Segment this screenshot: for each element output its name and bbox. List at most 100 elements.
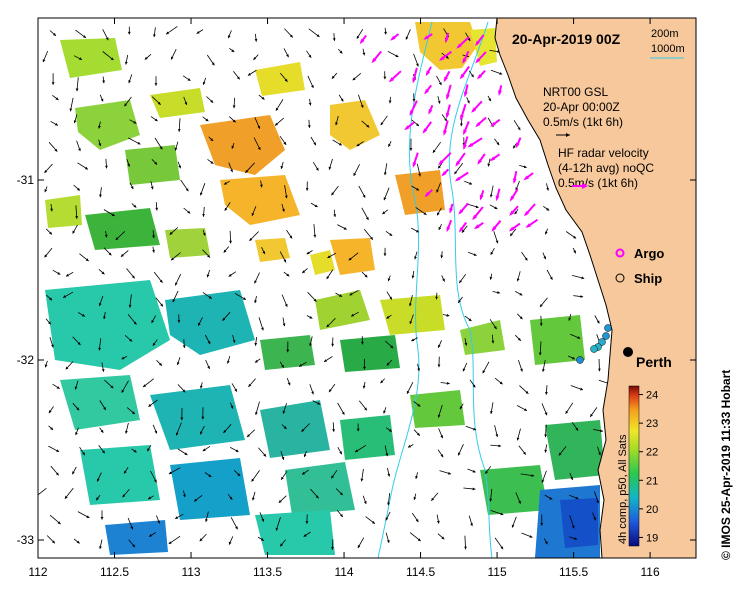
model-arrow-head (575, 427, 579, 431)
model-arrow-head (172, 299, 176, 303)
model-arrow-head (514, 211, 518, 215)
model-arrow-head (468, 318, 472, 321)
radar-arrow-head (512, 178, 517, 184)
model-arrow-head (51, 82, 55, 85)
model-arrow-head (44, 254, 48, 258)
model-arrow-head (254, 342, 258, 346)
model-arrow-head (50, 208, 53, 212)
model-arrow-head (518, 500, 521, 504)
model-arrow-head (308, 102, 312, 106)
model-arrow-head (105, 37, 109, 41)
x-tick-label: 113 (181, 565, 200, 579)
x-tick-label: 114 (334, 565, 353, 579)
radar-arrow-head (456, 43, 462, 49)
model-arrow-head (529, 535, 533, 538)
australia-land (494, 18, 696, 558)
model-arrow-head (538, 352, 542, 356)
model-arrow-head (523, 165, 527, 169)
model-arrow-head (574, 537, 578, 540)
radar-arrow-head (490, 121, 496, 127)
model-arrow-head (356, 35, 360, 39)
model-arrow-head (387, 502, 390, 506)
model-arrow-head (206, 274, 210, 278)
radar-arrow-head (438, 160, 444, 166)
radar-arrow-head (463, 144, 467, 151)
model-arrow-head (316, 34, 320, 37)
model-arrow-head (175, 432, 179, 436)
sst-patch (530, 315, 585, 365)
sst-patch (395, 170, 445, 215)
x-tick-label: 114.5 (406, 565, 435, 579)
model-arrow-head (524, 408, 527, 411)
model-arrow-head (544, 541, 548, 545)
radar-arrow-head (445, 112, 450, 119)
model-arrow-head (306, 251, 310, 255)
model-arrow-head (202, 81, 206, 85)
model-arrow-head (255, 412, 258, 415)
model-arrow-head (282, 323, 286, 327)
model-arrow-head (133, 449, 137, 453)
model-arrow-head (549, 497, 553, 500)
model-arrow-head (133, 121, 137, 124)
model-arrow-head (284, 195, 288, 199)
model-arrow-head (385, 517, 389, 521)
model-arrow-head (251, 212, 255, 216)
model-arrow-head (332, 429, 335, 432)
sst-patch (200, 115, 285, 175)
model-arrow-head (305, 521, 309, 524)
model-arrow-head (42, 59, 46, 63)
model-arrow-head (541, 479, 545, 483)
model-arrow-head (205, 519, 208, 522)
model-arrow-head (445, 55, 449, 59)
model-arrow-head (436, 520, 440, 524)
model-arrow-head (282, 208, 285, 212)
model-arrow-head (257, 147, 261, 150)
model-arrow-head (148, 403, 152, 407)
model-arrow-head (383, 76, 387, 80)
model-arrow-head (482, 370, 486, 374)
radar-arrow-head (472, 214, 478, 221)
colorbar (628, 385, 640, 547)
model-arrow-head (315, 167, 319, 171)
model-arrow-head (458, 299, 461, 303)
radar-arrow-head (464, 91, 468, 98)
model-arrow-head (231, 145, 235, 149)
ship-position (598, 338, 606, 346)
radar-arrow-head (498, 90, 502, 96)
radar-arrow-head (523, 211, 529, 217)
sst-patch (85, 208, 160, 250)
model-arrow-head (65, 366, 69, 370)
colorbar-tick-label: 23 (646, 418, 658, 430)
model-arrow-head (340, 514, 343, 517)
model-arrow-head (409, 303, 412, 307)
radar-arrow-head (509, 210, 515, 216)
hf-radar-scale: 0.5m/s (1kt 6h) (558, 176, 638, 190)
model-arrow-head (261, 518, 265, 522)
model-arrow-head (411, 338, 415, 341)
radar-arrow-head (509, 195, 515, 202)
model-arrow-head (200, 385, 203, 389)
model-arrow-head (331, 547, 334, 550)
radar-arrow-head (446, 94, 450, 101)
model-arrow-head (388, 143, 391, 147)
model-arrow-head (382, 211, 386, 215)
model-arrow-head (177, 320, 181, 323)
radar-arrow-head (515, 142, 520, 149)
model-arrow-head (335, 122, 338, 126)
sst-patch (460, 320, 505, 355)
model-arrow-head (210, 161, 214, 164)
model-arrow-head (282, 410, 286, 414)
model-arrow-head (362, 52, 366, 56)
model-arrow-head (103, 407, 106, 410)
y-tick-label: -32 (17, 353, 35, 367)
model-arrow-head (169, 231, 173, 235)
model-arrow-head (303, 454, 307, 457)
model-arrow-head (66, 273, 69, 277)
model-arrow-head (389, 296, 392, 300)
model-arrow-head (98, 347, 102, 351)
model-arrow-head (101, 271, 105, 275)
model-arrow-head (416, 432, 420, 436)
model-arrow-head (253, 57, 257, 60)
model-arrow-head (311, 391, 314, 395)
model-arrow-head (196, 31, 200, 34)
